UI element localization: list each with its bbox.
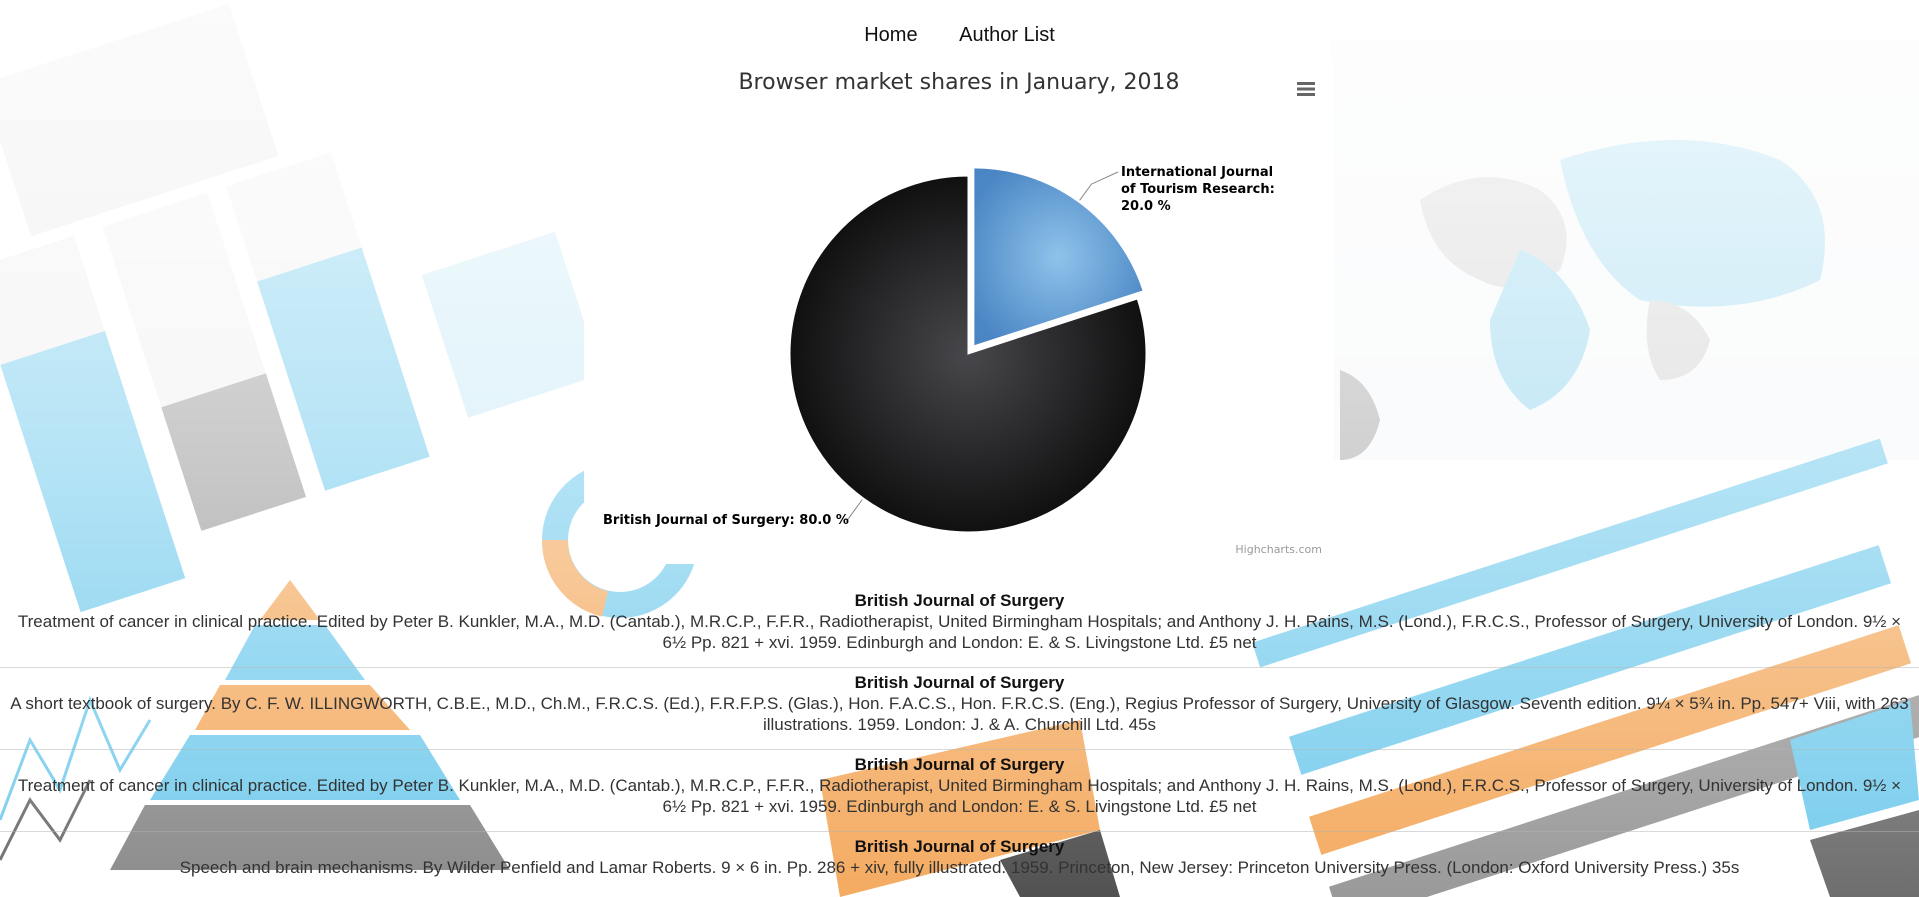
article-description: Speech and brain mechanisms. By Wilder P… <box>179 858 1740 877</box>
chart-title: Browser market shares in January, 2018 <box>738 70 1180 95</box>
list-item: British Journal of Surgery Treatment of … <box>0 750 1919 832</box>
top-nav: Home Author List <box>0 24 1919 47</box>
pie-data-label: International Journal of Tourism Researc… <box>1121 165 1275 214</box>
list-item: British Journal of Surgery Treatment of … <box>0 586 1919 668</box>
article-journal: British Journal of Surgery <box>854 837 1065 856</box>
article-description: Treatment of cancer in clinical practice… <box>17 612 1902 652</box>
pie-slice[interactable] <box>973 167 1144 347</box>
article-description: Treatment of cancer in clinical practice… <box>17 776 1902 816</box>
pie-data-label: British Journal of Surgery: 80.0 % <box>603 513 849 528</box>
nav-author-list-link[interactable]: Author List <box>959 24 1055 46</box>
article-list: British Journal of Surgery Treatment of … <box>0 586 1919 897</box>
highcharts-credits-link[interactable]: Highcharts.com <box>1235 543 1322 556</box>
pie-label-connector <box>1079 171 1119 201</box>
list-item: British Journal of Surgery A short textb… <box>0 668 1919 750</box>
hamburger-menu-icon[interactable] <box>1295 78 1317 100</box>
pie-chart-panel: Browser market shares in January, 2018 I… <box>584 58 1334 564</box>
article-journal: British Journal of Surgery <box>854 673 1065 692</box>
pie-chart-svg <box>789 167 1147 533</box>
nav-home-link[interactable]: Home <box>864 24 918 46</box>
article-journal: British Journal of Surgery <box>854 591 1065 610</box>
pie-slice[interactable] <box>789 175 1147 533</box>
article-journal: British Journal of Surgery <box>854 755 1065 774</box>
pie-label-connector <box>845 499 863 523</box>
article-description: A short textbook of surgery. By C. F. W.… <box>10 694 1909 734</box>
list-item: British Journal of Surgery Speech and br… <box>0 832 1919 897</box>
